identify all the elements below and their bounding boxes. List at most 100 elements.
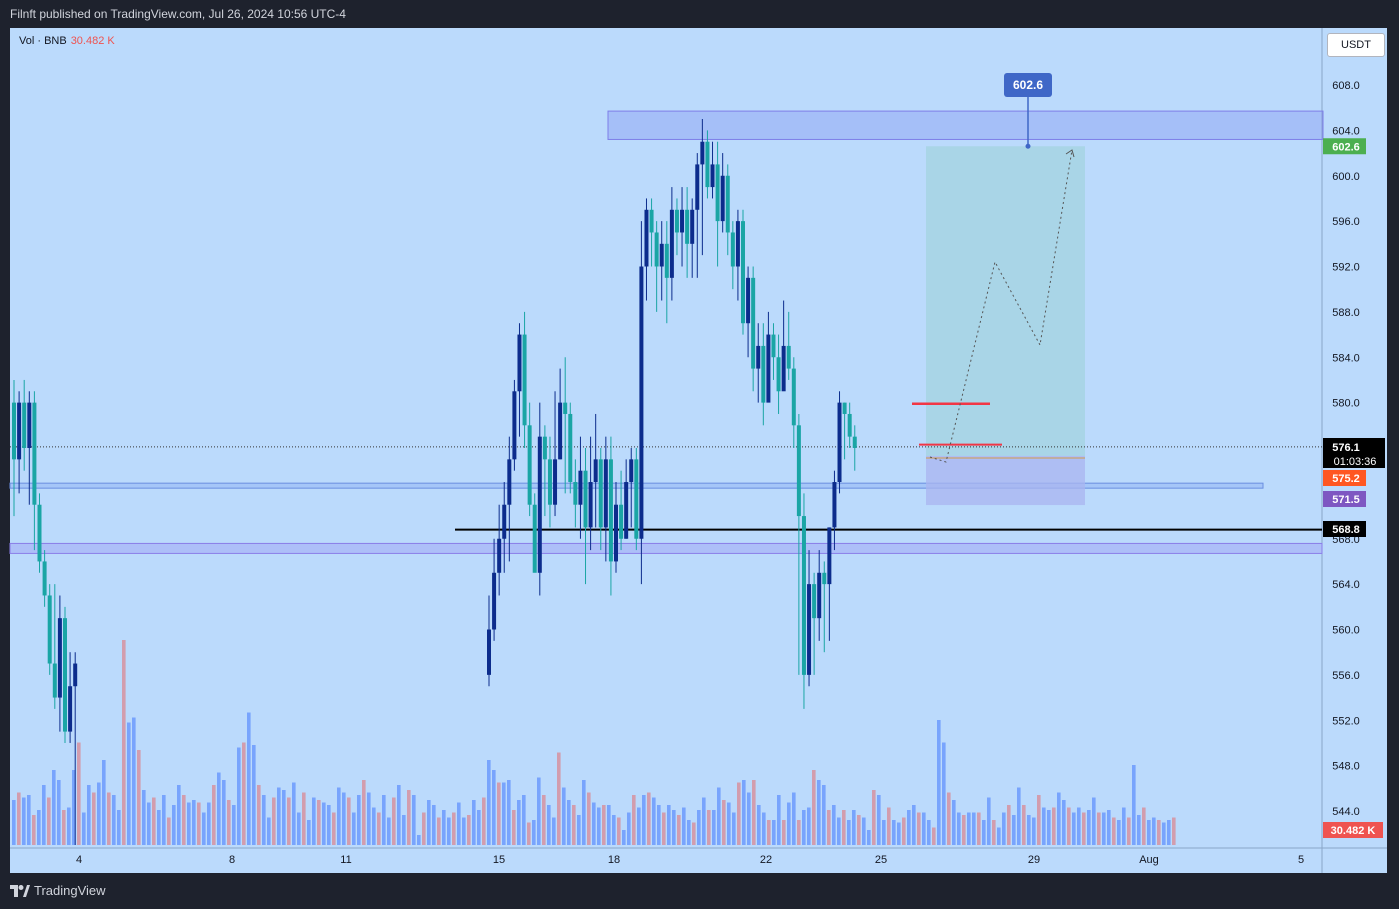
volume-bar [442, 810, 446, 845]
candle-body [558, 402, 563, 460]
volume-bar [432, 805, 436, 845]
volume-bar [122, 640, 126, 845]
candle-body [568, 413, 573, 483]
volume-bar [202, 812, 206, 845]
y-tick-label: 596.0 [1332, 216, 1360, 228]
volume-bar [852, 810, 856, 845]
entry-price-label: 575.2 [1332, 473, 1360, 485]
volume-bar [662, 812, 666, 845]
candle-body [502, 504, 507, 539]
key-level-price-label-box [1323, 521, 1366, 537]
volume-bar [797, 820, 801, 845]
volume-bar [672, 810, 676, 845]
volume-bar [892, 820, 896, 845]
volume-bar [832, 805, 836, 845]
candle-body [614, 504, 618, 562]
volume-bar [747, 792, 751, 845]
volume-bar [87, 785, 91, 845]
y-tick-label: 544.0 [1332, 806, 1360, 818]
candle-body [669, 209, 674, 278]
volume-bar [802, 810, 806, 845]
candle-body [746, 277, 751, 324]
volume-bar [257, 785, 261, 845]
volume-bar [12, 800, 16, 845]
volume-bar [902, 817, 906, 845]
volume-bar [377, 812, 381, 845]
volume-bar [787, 802, 791, 845]
volume-bar [522, 795, 526, 845]
candle-body [812, 584, 817, 619]
volume-bar [682, 807, 686, 845]
resistance-zone [607, 110, 1324, 140]
x-tick-label: 18 [608, 854, 620, 866]
plot-background [10, 28, 1322, 848]
target-price-label-box [1323, 138, 1366, 155]
volume-bar [212, 785, 216, 845]
volume-bar [337, 787, 341, 845]
candle-body [817, 572, 822, 619]
tradingview-brand: TradingView [34, 883, 106, 898]
y-tick-label: 592.0 [1332, 262, 1360, 274]
candle-body [42, 561, 47, 596]
projection-arrowhead [1065, 149, 1075, 158]
candle-body [583, 470, 588, 528]
candle-body [12, 402, 16, 460]
volume-bar [482, 797, 486, 845]
tradingview-logo-icon [10, 884, 30, 897]
volume-bar [767, 820, 771, 845]
volume-bar [447, 817, 451, 845]
volume-bar [987, 797, 991, 845]
volume-bar [387, 817, 391, 845]
candle-body [608, 459, 613, 562]
volume-bar [517, 800, 521, 845]
tradingview-logo[interactable]: TradingView [10, 883, 106, 898]
volume-bar [897, 822, 901, 845]
callout-anchor [1025, 143, 1031, 149]
position-profit-zone [926, 146, 1085, 456]
candle-body [796, 425, 801, 517]
volume-bar [992, 820, 996, 845]
volume-bar [622, 830, 626, 845]
candle-body [649, 209, 654, 233]
volume-bar [752, 780, 756, 845]
volume-bar [252, 745, 256, 845]
candle-body [756, 345, 761, 369]
volume-bar [1137, 815, 1141, 845]
volume-bar [1157, 820, 1161, 845]
volume-bar [632, 795, 636, 845]
volume-bar [267, 817, 271, 845]
candle-body [685, 209, 690, 244]
volume-bar [702, 797, 706, 845]
volume-bar [1012, 815, 1016, 845]
volume-bar [512, 810, 516, 845]
candle-body [512, 391, 517, 460]
volume-bar [1122, 807, 1126, 845]
volume-bar [462, 817, 466, 845]
y-tick-label: 608.0 [1332, 80, 1360, 92]
volume-bar [317, 800, 321, 845]
volume-bar [712, 810, 716, 845]
candle-body [659, 243, 664, 267]
candle-body [730, 232, 735, 267]
volume-bar [1007, 805, 1011, 845]
y-tick-label: 584.0 [1332, 352, 1360, 364]
volume-bar [1107, 810, 1111, 845]
volume-bar [742, 780, 746, 845]
volume-bar [227, 800, 231, 845]
volume-bar [577, 815, 581, 845]
volume-bar [217, 772, 221, 845]
x-tick-label: 29 [1028, 854, 1040, 866]
volume-bar [547, 805, 551, 845]
candle-body [487, 629, 491, 675]
y-tick-label: 564.0 [1332, 579, 1360, 591]
currency-button[interactable]: USDT [1327, 33, 1385, 57]
volume-bar [187, 802, 191, 845]
volume-legend: Vol · BNB 30.482 K [19, 35, 115, 47]
volume-bar [162, 795, 166, 845]
volume-bar [502, 782, 506, 845]
volume-bar [287, 797, 291, 845]
volume-bar [147, 802, 151, 845]
volume-bar [1062, 800, 1066, 845]
volume-bar [722, 800, 726, 845]
